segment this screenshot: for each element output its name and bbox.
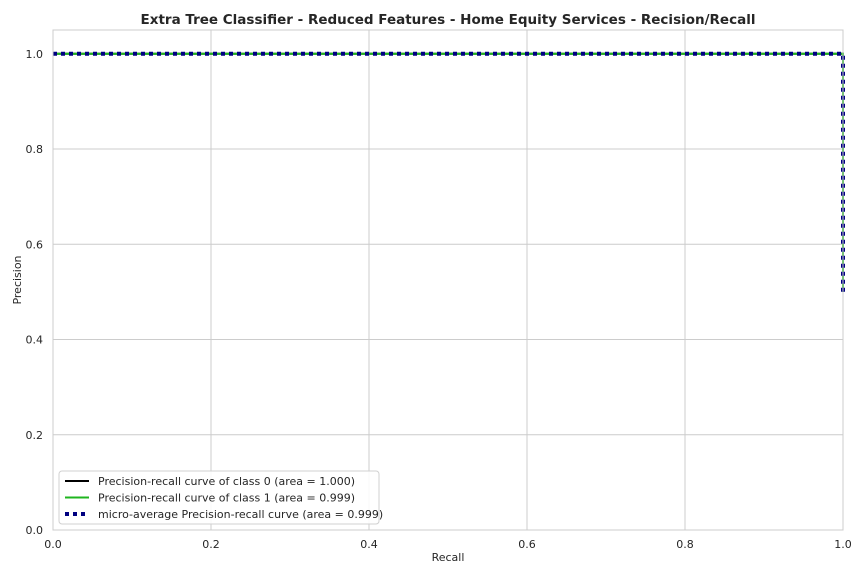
x-tick-label: 1.0 (834, 538, 852, 551)
x-tick-label: 0.4 (360, 538, 378, 551)
tick-labels: 0.0 0.2 0.4 0.6 0.8 1.0 0.0 0.2 0.4 0.6 0.8 1.0 (26, 48, 852, 551)
legend-label-1: Precision-recall curve of class 1 (area … (98, 492, 355, 505)
x-tick-label: 0.0 (44, 538, 62, 551)
series-line-0 (53, 52, 844, 292)
y-axis-label: Precision (11, 255, 24, 304)
legend: Precision-recall curve of class 0 (area … (58, 470, 383, 525)
series-line-2 (53, 51, 845, 292)
grid (52, 30, 844, 531)
y-tick-label: 0.6 (26, 238, 44, 251)
y-tick-label: 0.0 (26, 524, 44, 537)
x-axis-label: Recall (432, 551, 465, 564)
legend-label-0: Precision-recall curve of class 0 (area … (98, 475, 355, 488)
y-tick-label: 0.8 (26, 143, 44, 156)
y-tick-label: 0.2 (26, 429, 44, 442)
chart-title: Extra Tree Classifier - Reduced Features… (141, 12, 756, 28)
x-tick-label: 0.8 (676, 538, 694, 551)
x-tick-label: 0.2 (202, 538, 220, 551)
legend-box (58, 470, 380, 525)
series-line-1 (53, 52, 844, 292)
series-lines (53, 51, 845, 292)
y-tick-label: 1.0 (26, 48, 44, 61)
y-tick-label: 0.4 (26, 334, 44, 347)
x-tick-label: 0.6 (518, 538, 536, 551)
legend-label-2: micro-average Precision-recall curve (ar… (98, 508, 383, 521)
plot-area-border (52, 29, 844, 531)
